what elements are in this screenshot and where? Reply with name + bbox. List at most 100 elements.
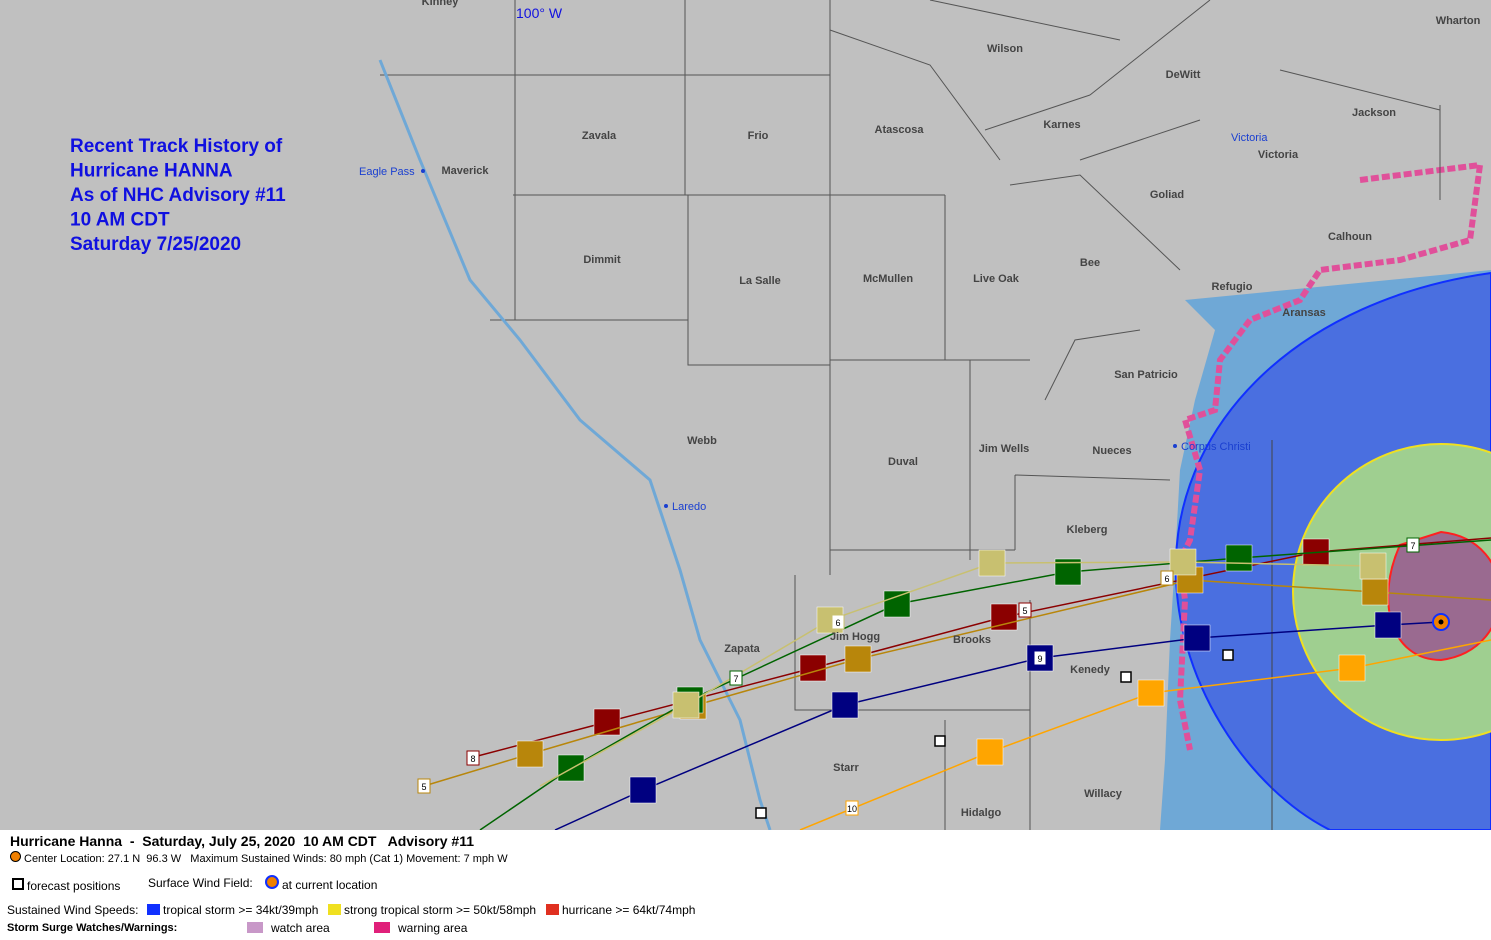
- county-label: Kenedy: [1070, 664, 1111, 676]
- county-label: Live Oak: [973, 273, 1020, 285]
- title-line: Hurricane HANNA: [70, 161, 233, 182]
- forecast-position: [1120, 671, 1132, 683]
- legend: Hurricane Hanna - Saturday, July 25, 202…: [0, 830, 1491, 940]
- forecast-position: [755, 807, 767, 819]
- city-dot: [1173, 444, 1177, 448]
- track-label-box: [845, 800, 859, 816]
- track-position: [1374, 611, 1402, 639]
- legend-hu: hurricane >= 64kt/74mph: [546, 903, 695, 917]
- county-label: Jim Hogg: [830, 631, 880, 643]
- legend-warning-text: warning area: [398, 921, 468, 935]
- track-position: [978, 549, 1006, 577]
- legend-current: at current location: [265, 875, 377, 892]
- legend-current-text: at current location: [282, 878, 378, 892]
- track-label: 9: [1037, 654, 1042, 664]
- legend-sts-text: strong tropical storm >= 50kt/58mph: [344, 903, 537, 917]
- legend-forecast-text: forecast positions: [27, 879, 121, 893]
- county-label: Aransas: [1282, 307, 1325, 319]
- county-label: Zavala: [582, 130, 617, 142]
- track-position: [844, 645, 872, 673]
- county-label: Refugio: [1212, 281, 1253, 293]
- track-label-box: [417, 778, 431, 794]
- county-label: Goliad: [1150, 189, 1184, 201]
- county-label: Zapata: [724, 643, 760, 655]
- county-label: Webb: [687, 435, 717, 447]
- track-position: [1183, 624, 1211, 652]
- county-label: Kinney: [422, 0, 460, 8]
- forecast-position: [1222, 649, 1234, 661]
- title-line: Recent Track History of: [70, 136, 283, 157]
- track-position: [672, 691, 700, 719]
- county-label: Willacy: [1084, 788, 1123, 800]
- track-label-box: [1033, 650, 1047, 666]
- track-position: [831, 691, 859, 719]
- track-position: [1225, 544, 1253, 572]
- legend-sts: strong tropical storm >= 50kt/58mph: [328, 903, 536, 917]
- county-label: La Salle: [739, 275, 781, 287]
- county-label: Brooks: [953, 634, 991, 646]
- track-label-box: [1018, 602, 1032, 618]
- track-label: 5: [1022, 606, 1027, 616]
- track-position: [1137, 679, 1165, 707]
- title-line: Saturday 7/25/2020: [70, 234, 241, 255]
- county-label: Wharton: [1436, 15, 1481, 27]
- county-label: Atascosa: [875, 124, 925, 136]
- county-label: San Patricio: [1114, 369, 1178, 381]
- track-label: 8: [470, 754, 475, 764]
- track-line: [539, 561, 1374, 787]
- county-lines: [380, 0, 1441, 830]
- city-label: Eagle Pass: [359, 166, 415, 178]
- county-label: Hidalgo: [961, 807, 1002, 819]
- county-label: Starr: [833, 762, 859, 774]
- legend-surge: Storm Surge Watches/Warnings:: [7, 922, 178, 934]
- track-label: 7: [733, 674, 738, 684]
- track-label: 6: [1164, 574, 1169, 584]
- county-label: Victoria: [1258, 149, 1299, 161]
- city-label: Laredo: [672, 501, 706, 513]
- county-label: McMullen: [863, 273, 913, 285]
- track-label-box: [729, 670, 743, 686]
- longitude-label: 100° W: [516, 5, 563, 21]
- track-label-box: [1406, 537, 1420, 553]
- forecast-position: [934, 735, 946, 747]
- track-position: [1359, 552, 1387, 580]
- county-label: Maverick: [441, 165, 489, 177]
- county-label: Dimmit: [583, 254, 621, 266]
- county-label: DeWitt: [1166, 69, 1201, 81]
- city-label: Corpus Christi: [1181, 441, 1251, 453]
- title-line: As of NHC Advisory #11: [70, 185, 286, 206]
- legend-ts: tropical storm >= 34kt/39mph: [147, 903, 318, 917]
- county-label: Calhoun: [1328, 231, 1372, 243]
- city-label: Victoria: [1231, 132, 1268, 144]
- track-label: 10: [847, 804, 857, 814]
- county-label: Bee: [1080, 257, 1100, 269]
- legend-watch-text: watch area: [271, 921, 330, 935]
- tracks: 8 5 7 6 5 9 10 7 6: [417, 537, 1491, 830]
- legend-watch: watch area: [247, 921, 330, 935]
- county-label: Duval: [888, 456, 918, 468]
- legend-wind-field: Surface Wind Field:: [148, 876, 253, 890]
- county-label: Kleberg: [1067, 524, 1108, 536]
- legend-warning: warning area: [374, 921, 467, 935]
- county-label: Jim Wells: [979, 443, 1030, 455]
- county-label: Nueces: [1092, 445, 1131, 457]
- track-position: [1361, 578, 1389, 606]
- track-position: [799, 654, 827, 682]
- legend-hu-text: hurricane >= 64kt/74mph: [562, 903, 696, 917]
- map: 8 5 7 6 5 9 10 7 6 100° W Kinney Wharton Wilson DeW…: [0, 0, 1491, 830]
- legend-center: Center Location: 27.1 N 96.3 W Maximum S…: [10, 851, 508, 865]
- track-label-box: [1160, 570, 1174, 586]
- track-position: [516, 740, 544, 768]
- track-position: [1338, 654, 1366, 682]
- legend-center-text: Center Location: 27.1 N 96.3 W Maximum S…: [24, 853, 508, 865]
- track-label-box: [466, 750, 480, 766]
- legend-ts-text: tropical storm >= 34kt/39mph: [163, 903, 319, 917]
- track-label: 6: [835, 618, 840, 628]
- county-label: Jackson: [1352, 107, 1396, 119]
- current-center-dot: [1438, 619, 1444, 625]
- track-label-box: [831, 614, 845, 630]
- county-label: Frio: [748, 130, 769, 142]
- legend-forecast: forecast positions: [12, 878, 120, 893]
- county-label: Karnes: [1043, 119, 1080, 131]
